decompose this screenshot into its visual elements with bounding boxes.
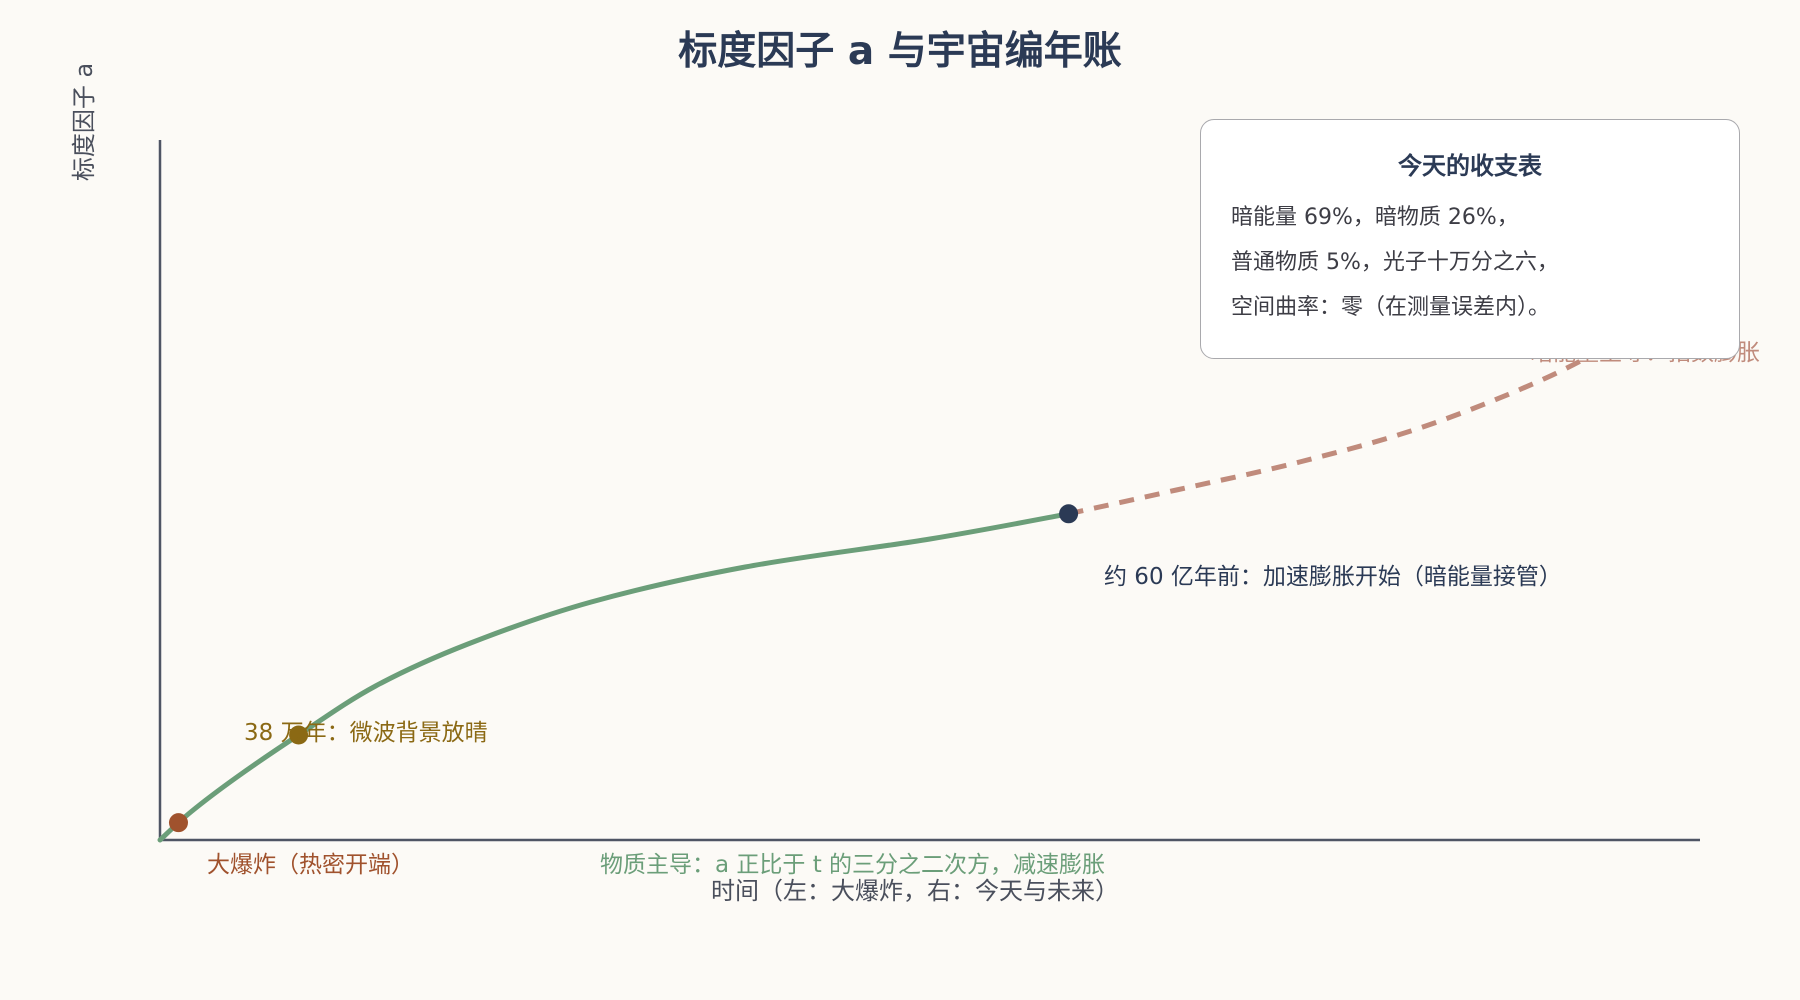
big-bang-label: 大爆炸（热密开端） bbox=[207, 852, 414, 878]
ledger-line-curvature: 空间曲率：零（在测量误差内）。 bbox=[1231, 295, 1551, 320]
ledger-title: 今天的收支表 bbox=[1398, 152, 1542, 180]
chart-title: 标度因子 a 与宇宙编年账 bbox=[678, 29, 1121, 74]
acceleration-marker bbox=[1059, 504, 1079, 524]
ledger-line-energy: 暗能量 69%，暗物质 26%， bbox=[1231, 205, 1519, 230]
x-axis-label: 时间（左：大爆炸，右：今天与未来） bbox=[711, 877, 1119, 905]
matter-dominated-curve bbox=[157, 511, 1072, 843]
y-axis-label: 标度因子 a bbox=[70, 63, 98, 181]
ledger-line-matter: 普通物质 5%，光子十万分之六， bbox=[1231, 250, 1559, 275]
dark-energy-curve bbox=[1068, 291, 1702, 517]
ledger-card: 今天的收支表 暗能量 69%，暗物质 26%， 普通物质 5%，光子十万分之六，… bbox=[1200, 119, 1740, 359]
cmb-marker bbox=[289, 725, 309, 745]
acceleration-label: 约 60 亿年前：加速膨胀开始（暗能量接管） bbox=[1104, 564, 1562, 590]
cmb-label: 38 万年：微波背景放晴 bbox=[244, 720, 488, 746]
big-bang-marker bbox=[168, 813, 188, 833]
matter-era-label: 物质主导：a 正比于 t 的三分之二次方，减速膨胀 bbox=[600, 852, 1105, 878]
